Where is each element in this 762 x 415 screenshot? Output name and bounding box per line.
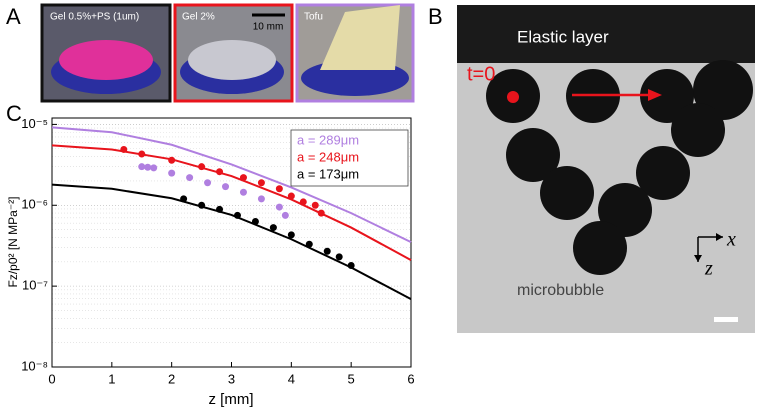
fit-curve <box>51 144 412 261</box>
legend-box <box>290 129 409 187</box>
legend-entry: a = 248μm <box>297 149 359 164</box>
time-label: t=0 <box>467 63 495 85</box>
data-point <box>144 163 152 171</box>
data-point <box>180 195 188 203</box>
photo-label: Gel 2% <box>182 12 215 23</box>
y-tick-label: 10⁻⁸ <box>21 358 48 373</box>
layer-label: Elastic layer <box>517 27 609 46</box>
x-tick-label: 4 <box>288 371 295 386</box>
legend-entry: a = 289μm <box>297 132 359 147</box>
x-axis-label: z [mm] <box>209 391 254 408</box>
data-point <box>275 203 283 211</box>
data-point <box>168 156 176 164</box>
axes-frame <box>51 117 412 368</box>
fit-curve <box>51 126 412 244</box>
axis-label: z <box>704 258 713 280</box>
legend-entry: a = 173μm <box>297 166 359 181</box>
data-point <box>335 253 343 261</box>
data-point <box>347 261 355 269</box>
y-tick-label: 10⁻⁷ <box>22 278 48 293</box>
data-point <box>198 163 206 171</box>
data-point <box>323 247 331 255</box>
data-point <box>317 209 325 217</box>
x-tick-label: 5 <box>348 371 355 386</box>
y-tick-label: 10⁻⁵ <box>21 116 48 131</box>
data-point <box>198 201 206 209</box>
data-point <box>168 169 176 177</box>
data-point <box>239 188 247 196</box>
data-point <box>138 163 146 171</box>
data-point <box>186 174 194 182</box>
data-point <box>275 185 283 193</box>
data-point <box>257 179 265 187</box>
data-point <box>150 164 158 172</box>
x-tick-label: 1 <box>108 371 115 386</box>
photo-label: Gel 0.5%+PS (1um) <box>50 12 139 23</box>
data-point <box>120 145 128 153</box>
panel-label: B <box>428 4 443 29</box>
data-point <box>299 198 307 206</box>
data-point <box>251 217 259 225</box>
data-point <box>269 224 277 232</box>
data-point <box>239 174 247 182</box>
data-point <box>216 205 224 213</box>
axis-label: x <box>726 229 736 251</box>
data-point <box>233 211 241 219</box>
data-point <box>204 179 212 187</box>
plot: 10⁻⁸ 10⁻⁷ 10⁻⁶ 10⁻⁵ 0 1 2 3 4 5 6 a = 289μm a = 248μ… <box>21 116 414 387</box>
photo <box>173 3 294 103</box>
panel-label: A <box>6 4 21 29</box>
scale-label: 10 mm <box>253 22 284 33</box>
photo <box>295 3 415 103</box>
panel-label: C <box>6 101 22 126</box>
micrograph <box>457 5 755 333</box>
data-point <box>311 201 319 209</box>
x-tick-label: 6 <box>407 371 414 386</box>
data-point <box>287 192 295 200</box>
data-point <box>222 183 230 191</box>
photo-label: Tofu <box>304 12 323 23</box>
data-point <box>257 195 265 203</box>
data-point <box>305 240 313 248</box>
x-tick-label: 3 <box>228 371 235 386</box>
x-tick-label: 0 <box>48 371 55 386</box>
y-tick-label: 10⁻⁶ <box>21 197 48 212</box>
data-point <box>287 231 295 239</box>
x-tick-label: 2 <box>168 371 175 386</box>
photo <box>40 3 172 103</box>
y-axis-label: Fz/p0² [N MPa⁻²] <box>6 196 20 287</box>
data-point <box>138 150 146 158</box>
data-point <box>216 168 224 176</box>
bubble-label: microbubble <box>517 282 604 299</box>
data-point <box>281 211 289 219</box>
